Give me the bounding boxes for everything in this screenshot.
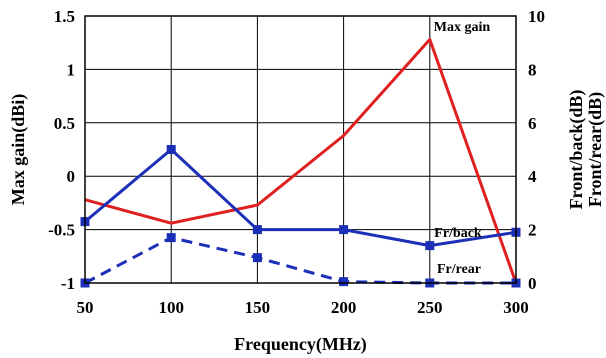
y-left-tick-label: -1 (61, 274, 75, 293)
data-point (252, 253, 262, 263)
y-left-axis-label: Max gain(dBi) (8, 94, 29, 206)
series-line (84, 148, 517, 248)
labels: Frequency(MHz) Max gain(dBi) Front/back(dB… (8, 20, 606, 355)
x-tick-label: 100 (158, 298, 184, 317)
data-point (166, 233, 176, 243)
series-line (84, 236, 516, 285)
y-left-tick-label: 1 (67, 60, 76, 79)
plot-frame (84, 15, 517, 284)
y-right-tick-label: 6 (528, 114, 537, 133)
y-right-axis-label: Front/back(dB) (566, 90, 587, 210)
series-annotation: Fr/back (434, 226, 482, 241)
y-right-axis-label: Front/rear(dB) (585, 92, 606, 207)
x-tick-label: 50 (77, 298, 94, 317)
series-annotation: Fr/rear (437, 262, 481, 277)
y-right-tick-label: 0 (528, 274, 537, 293)
series-line (84, 37, 518, 284)
series-layer (80, 37, 521, 288)
x-tick-label: 150 (245, 298, 271, 317)
y-right-tick-label: 8 (528, 60, 537, 79)
y-right-tick-label: 4 (528, 167, 537, 186)
series-annotation: Max gain (434, 20, 491, 35)
y-right-tick-label: 10 (528, 7, 545, 26)
ticks: 50 100 150 200 250 300 -1 -0.5 0 0.5 1 1.5 0 2 4 6 8 10 (48, 7, 545, 317)
data-point (252, 225, 262, 235)
data-point (425, 241, 435, 251)
y-left-tick-label: 0 (67, 167, 76, 186)
x-tick-label: 250 (417, 298, 443, 317)
x-tick-label: 300 (503, 298, 529, 317)
y-left-tick-label: 0.5 (54, 114, 75, 133)
y-right-tick-label: 2 (528, 221, 537, 240)
data-point (339, 277, 349, 287)
data-point (166, 145, 176, 154)
y-left-tick-label: -0.5 (48, 221, 75, 240)
x-axis-label: Frequency(MHz) (234, 334, 367, 355)
y-left-tick-label: 1.5 (54, 7, 75, 26)
data-point (339, 225, 349, 235)
x-tick-label: 200 (331, 298, 357, 317)
